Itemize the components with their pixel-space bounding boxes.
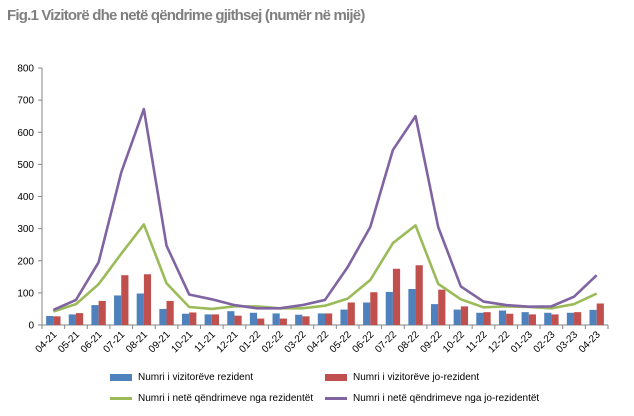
x-tick-label: 08-21 — [124, 329, 150, 355]
y-tick-label: 100 — [17, 288, 34, 299]
x-tick-label: 07-21 — [101, 329, 127, 355]
bar-nonresident-visitors — [279, 318, 287, 325]
y-tick-label: 500 — [17, 160, 34, 171]
bar-nonresident-visitors — [528, 314, 536, 325]
bar-resident-visitors — [363, 302, 371, 325]
x-tick-label: 02-22 — [260, 329, 286, 355]
legend-swatch — [325, 374, 347, 381]
x-tick-label: 01-22 — [237, 329, 263, 355]
x-tick-label: 09-22 — [418, 329, 444, 355]
bar-resident-visitors — [46, 316, 54, 325]
bar-nonresident-visitors — [98, 300, 106, 325]
y-tick-label: 400 — [17, 192, 34, 203]
legend-label: Numri i vizitorëve jo-rezident — [353, 372, 480, 383]
bar-resident-visitors — [566, 312, 575, 325]
bar-resident-visitors — [317, 313, 325, 325]
x-tick-label: 11-21 — [193, 329, 219, 355]
legend-swatch — [110, 374, 132, 381]
line-nonresident-nights — [52, 107, 598, 312]
bar-nonresident-visitors — [392, 268, 401, 325]
legend-swatch — [110, 397, 132, 400]
bar-nonresident-visitors — [75, 313, 84, 325]
chart-title: Fig.1 Vizitorë dhe netë qëndrime gjithse… — [7, 7, 365, 24]
bar-nonresident-visitors — [506, 313, 514, 325]
bar-nonresident-visitors — [121, 275, 129, 325]
y-tick-label: 700 — [17, 96, 34, 107]
bar-resident-visitors — [249, 312, 258, 325]
bar-nonresident-visitors — [257, 318, 265, 325]
bar-nonresident-visitors — [234, 315, 242, 325]
bar-nonresident-visitors — [460, 306, 469, 325]
bar-resident-visitors — [114, 295, 122, 325]
bar-nonresident-visitors — [143, 274, 152, 325]
bar-nonresident-visitors — [415, 265, 423, 325]
x-tick-label: 07-22 — [373, 329, 399, 355]
y-tick-label: 0 — [28, 321, 34, 332]
bar-resident-visitors — [408, 289, 416, 325]
legend-label: Numri i netë qëndrimeve nga jo-rezidentë… — [353, 393, 540, 404]
x-tick-label: 06-22 — [351, 329, 377, 355]
bar-resident-visitors — [227, 311, 235, 325]
legend-label: Numri i vizitorëve rezident — [138, 372, 254, 383]
bar-nonresident-visitors — [438, 289, 446, 325]
bar-nonresident-visitors — [483, 312, 491, 325]
x-tick-label: 11-22 — [464, 329, 490, 355]
bar-resident-visitors — [181, 313, 190, 325]
x-tick-label: 10-21 — [169, 329, 195, 355]
legend-item-nonresident-nights: Numri i netë qëndrimeve nga jo-rezidentë… — [325, 393, 539, 404]
legend-item-nonresident-visitors: Numri i vizitorëve jo-rezident — [325, 372, 479, 383]
bar-resident-visitors — [295, 314, 303, 325]
bar-resident-visitors — [453, 309, 461, 325]
x-tick-label: 04-23 — [577, 329, 603, 355]
bar-resident-visitors — [431, 304, 439, 325]
x-tick-label: 12-22 — [486, 329, 512, 355]
x-tick-label: 09-21 — [147, 329, 173, 355]
legend-item-resident-visitors: Numri i vizitorëve rezident — [110, 372, 253, 383]
x-tick-label: 10-22 — [441, 329, 467, 355]
y-tick-label: 600 — [17, 128, 34, 139]
bar-nonresident-visitors — [166, 300, 174, 325]
bar-nonresident-visitors — [370, 292, 378, 325]
bar-resident-visitors — [544, 312, 552, 325]
bar-nonresident-visitors — [574, 312, 582, 325]
bar-resident-visitors — [476, 312, 484, 325]
bar-nonresident-visitors — [53, 316, 61, 325]
x-tick-label: 03-22 — [283, 329, 309, 355]
bar-resident-visitors — [272, 313, 280, 325]
legend-label: Numri i netë qëndrimeve nga rezidentët — [138, 393, 314, 404]
bar-nonresident-visitors — [189, 312, 197, 325]
bar-resident-visitors — [136, 293, 144, 325]
x-tick-label: 03-23 — [554, 329, 580, 355]
legend-item-resident-nights: Numri i netë qëndrimeve nga rezidentët — [110, 393, 313, 404]
bar-resident-visitors — [521, 312, 529, 325]
bar-nonresident-visitors — [551, 314, 559, 325]
x-tick-label: 08-22 — [396, 329, 422, 355]
bar-resident-visitors — [385, 291, 393, 325]
y-tick-label: 300 — [17, 224, 34, 235]
bar-nonresident-visitors — [302, 316, 310, 325]
x-tick-label: 04-21 — [34, 329, 60, 355]
x-tick-label: 01-23 — [509, 329, 535, 355]
bar-nonresident-visitors — [211, 314, 219, 325]
bar-resident-visitors — [159, 308, 167, 325]
x-tick-label: 04-22 — [305, 329, 331, 355]
y-tick-label: 800 — [17, 64, 34, 75]
legend-swatch — [325, 397, 347, 400]
x-tick-label: 05-21 — [56, 329, 82, 355]
x-tick-label: 12-21 — [215, 329, 241, 355]
bar-resident-visitors — [68, 314, 76, 325]
bar-nonresident-visitors — [596, 303, 604, 325]
bar-nonresident-visitors — [325, 313, 333, 325]
bar-resident-visitors — [340, 309, 348, 325]
y-tick-label: 200 — [17, 256, 34, 267]
x-tick-label: 02-23 — [532, 329, 558, 355]
x-tick-label: 06-21 — [79, 329, 105, 355]
x-tick-label: 05-22 — [328, 329, 354, 355]
bar-resident-visitors — [91, 305, 99, 325]
bar-resident-visitors — [589, 309, 597, 325]
bar-resident-visitors — [498, 310, 507, 325]
bar-nonresident-visitors — [347, 302, 355, 325]
bar-resident-visitors — [204, 314, 212, 325]
